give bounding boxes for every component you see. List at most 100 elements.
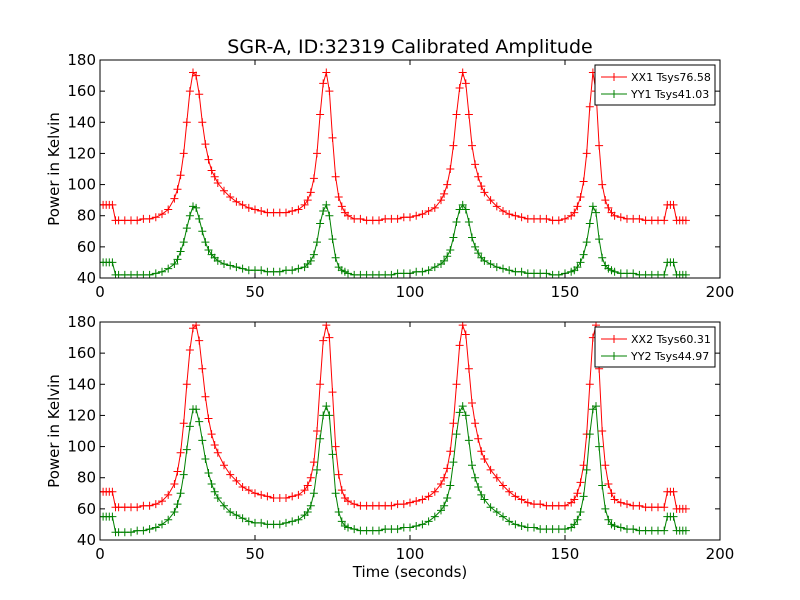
data-point-marker bbox=[610, 521, 619, 530]
data-point-marker bbox=[108, 512, 117, 521]
legend-entry-label: YY1 Tsys41.03 bbox=[630, 88, 709, 101]
data-point-marker bbox=[316, 219, 325, 228]
data-point-marker bbox=[108, 487, 117, 496]
chart-title: SGR-A, ID:32319 Calibrated Amplitude bbox=[227, 36, 592, 58]
data-point-marker bbox=[294, 205, 303, 214]
data-point-marker bbox=[579, 177, 588, 186]
data-point-marker bbox=[179, 238, 188, 247]
data-point-marker bbox=[300, 200, 309, 209]
y-tick-label: 100 bbox=[67, 438, 96, 456]
data-point-marker bbox=[464, 364, 473, 373]
data-point-marker bbox=[449, 141, 458, 150]
data-point-marker bbox=[164, 490, 173, 499]
x-tick-label: 100 bbox=[396, 283, 425, 301]
legend-marker bbox=[610, 352, 618, 360]
data-point-marker bbox=[306, 256, 315, 265]
data-point-marker bbox=[406, 213, 414, 222]
data-point-marker bbox=[176, 448, 185, 457]
data-point-marker bbox=[337, 202, 346, 211]
data-point-marker bbox=[452, 380, 461, 389]
data-point-marker bbox=[601, 504, 610, 513]
series-markers bbox=[100, 322, 690, 513]
data-point-marker bbox=[573, 263, 582, 272]
data-point-marker bbox=[238, 200, 247, 209]
data-point-marker bbox=[474, 172, 483, 181]
data-point-marker bbox=[198, 227, 207, 236]
data-point-marker bbox=[595, 235, 604, 244]
data-point-marker bbox=[430, 512, 439, 521]
plot-area bbox=[100, 68, 690, 278]
data-point-marker bbox=[344, 211, 352, 220]
data-point-marker bbox=[207, 166, 216, 175]
data-point-marker bbox=[201, 392, 210, 401]
data-point-marker bbox=[579, 250, 588, 259]
y-tick-label: 180 bbox=[67, 51, 96, 69]
data-point-marker bbox=[176, 171, 185, 180]
data-point-marker bbox=[139, 526, 148, 535]
data-point-marker bbox=[446, 481, 455, 490]
legend-marker bbox=[610, 335, 618, 343]
data-point-marker bbox=[226, 193, 235, 202]
data-point-marker bbox=[303, 507, 312, 516]
data-point-marker bbox=[616, 523, 625, 532]
data-point-marker bbox=[238, 483, 247, 492]
data-point-marker bbox=[477, 447, 486, 456]
data-point-marker bbox=[449, 458, 458, 467]
data-point-marker bbox=[151, 523, 160, 532]
data-point-marker bbox=[195, 336, 204, 345]
series-markers bbox=[100, 402, 690, 537]
data-point-marker bbox=[257, 518, 266, 527]
data-point-marker bbox=[464, 110, 473, 119]
data-point-marker bbox=[592, 402, 600, 411]
data-point-marker bbox=[179, 419, 188, 428]
data-point-marker bbox=[344, 523, 352, 532]
data-point-marker bbox=[213, 179, 222, 188]
data-point-marker bbox=[474, 434, 483, 443]
data-point-marker bbox=[294, 264, 303, 273]
data-point-marker bbox=[505, 517, 514, 526]
data-point-marker bbox=[443, 464, 452, 473]
data-point-marker bbox=[173, 467, 182, 476]
data-point-marker bbox=[313, 238, 321, 247]
data-point-marker bbox=[471, 160, 480, 169]
data-point-marker bbox=[601, 196, 610, 205]
data-point-marker bbox=[604, 479, 613, 488]
data-point-marker bbox=[440, 501, 449, 510]
y-tick-label: 80 bbox=[77, 207, 96, 225]
data-point-marker bbox=[477, 490, 486, 499]
data-point-marker bbox=[325, 411, 334, 420]
data-point-marker bbox=[570, 208, 579, 217]
data-point-marker bbox=[480, 495, 489, 504]
data-point-marker bbox=[486, 503, 495, 512]
data-point-marker bbox=[328, 235, 337, 244]
data-point-marker bbox=[244, 203, 253, 212]
data-point-marker bbox=[133, 503, 142, 512]
data-point-marker bbox=[288, 492, 297, 501]
y-tick-label: 160 bbox=[67, 82, 96, 100]
data-point-marker bbox=[452, 217, 461, 226]
data-point-marker bbox=[220, 259, 228, 268]
data-point-marker bbox=[492, 473, 501, 482]
data-point-marker bbox=[288, 266, 297, 275]
data-point-marker bbox=[328, 450, 337, 459]
data-point-marker bbox=[579, 461, 588, 470]
data-point-marker bbox=[210, 172, 219, 181]
data-point-marker bbox=[406, 523, 414, 532]
data-point-marker bbox=[480, 455, 489, 464]
data-point-marker bbox=[461, 411, 470, 420]
data-point-marker bbox=[207, 430, 216, 439]
data-point-marker bbox=[610, 495, 619, 504]
data-point-marker bbox=[418, 520, 427, 529]
data-point-marker bbox=[313, 465, 321, 474]
data-point-marker bbox=[480, 256, 489, 265]
data-point-marker bbox=[350, 525, 359, 534]
data-point-marker bbox=[164, 264, 173, 273]
data-point-marker bbox=[316, 380, 325, 389]
data-point-marker bbox=[294, 490, 303, 499]
data-point-marker bbox=[257, 207, 266, 216]
data-point-marker bbox=[344, 497, 352, 506]
data-point-marker bbox=[468, 233, 476, 242]
data-point-marker bbox=[468, 141, 476, 150]
data-point-marker bbox=[207, 479, 216, 488]
data-point-marker bbox=[294, 515, 303, 524]
